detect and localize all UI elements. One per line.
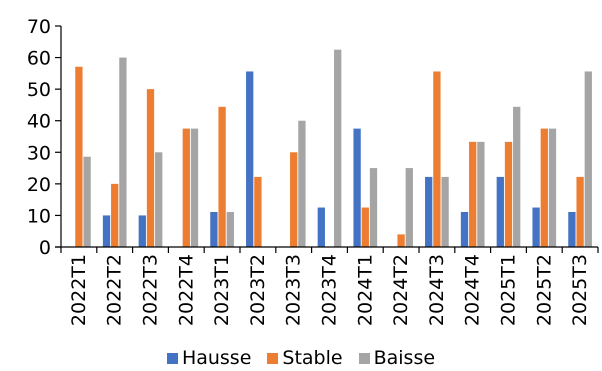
bar-stable-2023T1 (218, 106, 226, 247)
bar-baisse-2025T1 (513, 106, 521, 247)
x-tick-label: 2025T3 (569, 254, 591, 326)
y-tick-label: 0 (39, 237, 51, 259)
x-tick-label: 2024T4 (462, 254, 484, 326)
x-tick-label: 2023T3 (283, 254, 305, 326)
bar-hausse-2023T2 (246, 71, 254, 248)
x-tick-label: 2022T4 (175, 254, 197, 326)
bar-hausse-2023T1 (210, 211, 218, 247)
x-tick-label: 2025T2 (533, 254, 555, 326)
bar-baisse-2022T2 (119, 57, 127, 247)
legend-label-stable: Stable (282, 347, 343, 369)
x-tick-label: 2023T2 (247, 254, 269, 326)
y-tick-label: 70 (27, 16, 51, 38)
bar-baisse-2023T3 (298, 120, 306, 247)
bar-baisse-2022T4 (190, 128, 199, 247)
bar-baisse-2023T4 (334, 49, 342, 248)
bar-hausse-2025T2 (532, 207, 540, 247)
y-tick-label: 40 (27, 111, 51, 133)
legend-swatch-baisse (358, 352, 370, 364)
bar-stable-2024T1 (361, 207, 369, 247)
bar-baisse-2024T4 (477, 141, 485, 247)
x-tick-label: 2023T1 (211, 254, 233, 326)
bar-stable-2022T2 (111, 183, 119, 247)
x-tick-label: 2023T4 (319, 254, 341, 326)
bar-stable-2023T2 (254, 176, 262, 247)
bar-baisse-2024T3 (441, 176, 449, 247)
bar-baisse-2025T2 (548, 128, 557, 247)
bar-stable-2025T2 (540, 128, 548, 247)
legend-label-hausse: Hausse (181, 347, 252, 369)
y-tick-label: 50 (27, 79, 51, 101)
legend-swatch-stable (267, 352, 279, 364)
x-tick-label: 2024T3 (426, 254, 448, 326)
legend: Hausse Stable Baisse (0, 346, 602, 370)
bar-baisse-2022T3 (155, 152, 163, 247)
y-tick-label: 10 (27, 205, 51, 227)
legend-item-baisse: Baisse (358, 347, 436, 369)
bar-hausse-2024T3 (425, 176, 433, 247)
bar-stable-2024T4 (469, 141, 477, 247)
bar-stable-2025T3 (576, 176, 584, 247)
x-tick-label: 2025T1 (498, 254, 520, 326)
legend-item-hausse: Hausse (166, 347, 252, 369)
bar-baisse-2024T2 (405, 168, 413, 247)
y-tick-label: 30 (27, 142, 51, 164)
x-tick-label: 2022T1 (68, 254, 90, 326)
bar-hausse-2022T3 (138, 215, 146, 247)
x-tick-label: 2022T3 (140, 254, 162, 326)
bar-baisse-2024T1 (369, 168, 378, 247)
legend-label-baisse: Baisse (373, 347, 436, 369)
bar-hausse-2024T1 (353, 128, 361, 247)
axes-layer (55, 25, 599, 253)
x-tick-label: 2022T2 (104, 254, 126, 326)
bars-layer (75, 49, 592, 248)
bar-stable-2025T1 (504, 141, 513, 247)
bar-hausse-2025T1 (496, 176, 504, 247)
bar-stable-2022T3 (146, 89, 155, 247)
bar-stable-2023T3 (290, 152, 298, 247)
bar-hausse-2024T4 (460, 211, 469, 247)
bar-stable-2024T3 (433, 71, 441, 248)
y-tick-label: 60 (27, 48, 51, 70)
x-tick-labels: 2022T1 2022T2 2022T3 2022T4 2023T1 2023T2 2023… (68, 254, 591, 326)
bar-stable-2022T4 (182, 128, 190, 247)
bar-baisse-2022T1 (83, 156, 91, 247)
bar-hausse-2022T2 (102, 215, 111, 247)
legend-item-stable: Stable (267, 347, 343, 369)
legend-swatch-hausse (166, 352, 178, 364)
x-tick-label: 2024T2 (390, 254, 412, 326)
bar-baisse-2023T1 (226, 211, 234, 247)
y-tick-label: 20 (27, 174, 51, 196)
x-tick-label: 2024T1 (354, 254, 376, 326)
bar-hausse-2023T4 (317, 207, 325, 247)
bar-baisse-2025T3 (584, 71, 592, 248)
bar-stable-2022T1 (75, 66, 83, 247)
bar-hausse-2025T3 (568, 211, 576, 247)
y-tick-labels: 0 10 20 30 40 50 60 70 (27, 16, 51, 259)
bar-stable-2024T2 (397, 234, 405, 247)
